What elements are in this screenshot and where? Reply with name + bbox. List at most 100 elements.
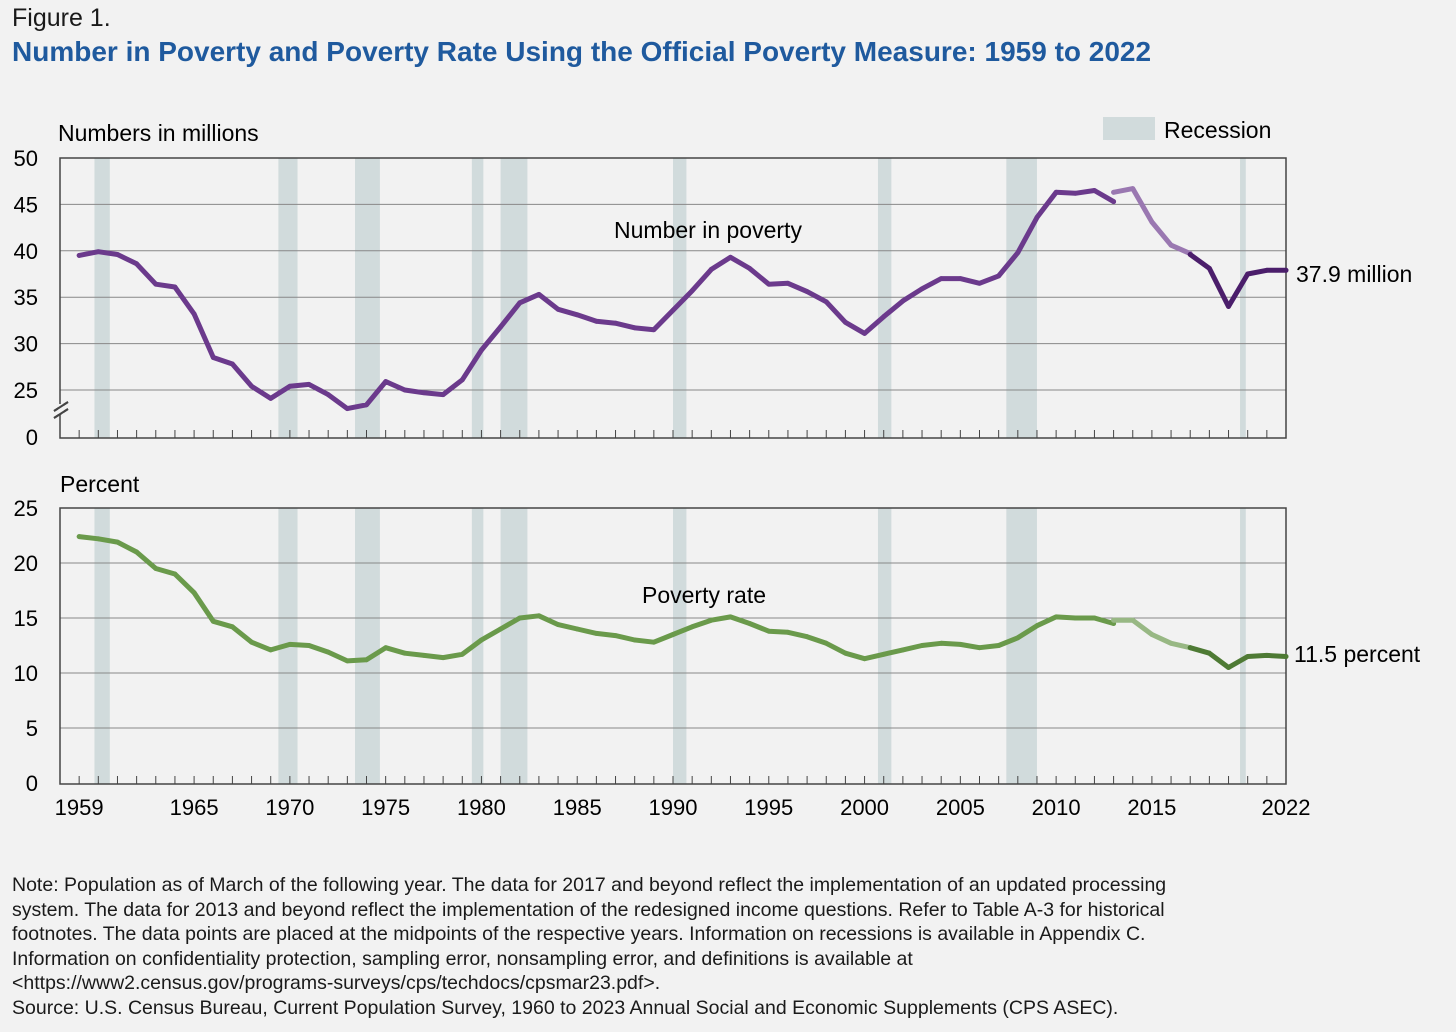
x-tick-label: 2010 bbox=[1032, 795, 1081, 820]
poverty-rate-data-point bbox=[287, 642, 293, 647]
number-in-poverty-data-point bbox=[747, 266, 753, 271]
number-in-poverty-data-point bbox=[134, 261, 140, 267]
number-in-poverty-line-segment bbox=[76, 188, 1117, 412]
number-in-poverty-data-point bbox=[1187, 252, 1193, 257]
x-tick-label: 1975 bbox=[361, 795, 410, 820]
y-tick-label: 25 bbox=[14, 496, 38, 521]
poverty-rate-data-point bbox=[593, 631, 599, 636]
poverty-rate-data-point bbox=[153, 566, 159, 571]
poverty-rate-data-point bbox=[459, 651, 465, 657]
number-in-poverty-data-point bbox=[689, 288, 695, 294]
notes: Note: Population as of March of the foll… bbox=[12, 873, 1444, 1020]
poverty-rate-data-point bbox=[1226, 665, 1231, 670]
number-in-poverty-data-point bbox=[1168, 242, 1174, 248]
y-tick-label: 25 bbox=[14, 378, 38, 403]
poverty-rate-data-point bbox=[785, 629, 791, 635]
gridlines bbox=[60, 203, 1286, 729]
poverty-rate-data-point bbox=[1130, 617, 1136, 623]
recession-band-bottom bbox=[500, 508, 528, 784]
number-in-poverty-data-point bbox=[364, 402, 369, 408]
series-label-poverty-rate: Poverty rate bbox=[642, 582, 766, 608]
poverty-rate-data-point bbox=[1168, 640, 1174, 646]
number-in-poverty-data-point bbox=[900, 298, 906, 304]
number-in-poverty-data-point bbox=[153, 281, 159, 287]
number-in-poverty-data-point bbox=[996, 273, 1002, 279]
x-tick-label: 2015 bbox=[1127, 795, 1176, 820]
x-tick-label: 1990 bbox=[649, 795, 698, 820]
poverty-rate-data-point bbox=[747, 621, 753, 626]
poverty-rate-data-point bbox=[1034, 623, 1040, 629]
x-tick-label: 1970 bbox=[265, 795, 314, 820]
number-in-poverty-data-point bbox=[1264, 267, 1270, 273]
y-tick-label: 0 bbox=[26, 425, 38, 450]
poverty-rate-data-point bbox=[1111, 617, 1116, 623]
end-label-number: 37.9 million bbox=[1296, 261, 1412, 287]
poverty-rate-data-point bbox=[670, 632, 676, 637]
note-line: footnotes. The data points are placed at… bbox=[12, 923, 1146, 945]
poverty-rate-data-point bbox=[402, 650, 408, 656]
poverty-rate-data-point bbox=[115, 539, 120, 545]
poverty-rate-data-point bbox=[1072, 615, 1078, 621]
note-line: Note: Population as of March of the foll… bbox=[12, 874, 1167, 896]
recession-band-top bbox=[500, 158, 528, 438]
y-tick-label: 45 bbox=[14, 192, 38, 217]
figure-label: Figure 1. bbox=[12, 4, 111, 32]
recession-band-top bbox=[1240, 158, 1246, 438]
poverty-rate-data-point bbox=[364, 657, 369, 663]
number-in-poverty-data-point bbox=[1149, 219, 1155, 225]
recession-band-bottom bbox=[673, 508, 687, 784]
number-in-poverty-data-point bbox=[1206, 266, 1212, 271]
poverty-rate-data-point bbox=[421, 653, 427, 658]
number-in-poverty-data-point bbox=[843, 319, 848, 325]
number-in-poverty-data-point bbox=[1283, 267, 1289, 273]
number-in-poverty-data-point bbox=[517, 300, 523, 306]
y-tick-label: 5 bbox=[26, 716, 38, 741]
number-in-poverty-data-point bbox=[632, 325, 638, 331]
poverty-rate-data-point bbox=[191, 590, 197, 596]
x-tick-label: 2005 bbox=[936, 795, 985, 820]
number-in-poverty-data-point bbox=[1111, 199, 1116, 205]
poverty-rate-data-point bbox=[651, 639, 657, 645]
series-lines bbox=[76, 186, 1289, 670]
poverty-rate-line-segment bbox=[76, 534, 1117, 664]
recession-band-top bbox=[673, 158, 687, 438]
number-in-poverty-data-point bbox=[977, 280, 982, 286]
poverty-rate-data-point bbox=[843, 650, 848, 656]
poverty-rate-data-point bbox=[536, 613, 542, 619]
source-line: Source: U.S. Census Bureau, Current Popu… bbox=[12, 996, 1119, 1019]
poverty-rate-data-point bbox=[383, 645, 389, 651]
poverty-rate-data-point bbox=[344, 658, 350, 664]
poverty-rate-data-point bbox=[728, 614, 733, 620]
number-in-poverty-data-point bbox=[574, 312, 580, 318]
recession-band-top bbox=[278, 158, 298, 438]
poverty-rate-data-point bbox=[938, 640, 944, 646]
poverty-rate-data-point bbox=[957, 642, 963, 647]
poverty-rate-data-point bbox=[823, 640, 829, 646]
top-ylabel: Numbers in millions bbox=[58, 120, 259, 146]
poverty-rate-data-point bbox=[268, 647, 274, 653]
poverty-rate-data-point bbox=[134, 549, 140, 555]
number-in-poverty-data-point bbox=[919, 286, 925, 292]
poverty-rate-data-point bbox=[1053, 614, 1059, 620]
number-in-poverty-data-point bbox=[555, 306, 561, 312]
x-tick-label: 1959 bbox=[55, 795, 104, 820]
number-in-poverty-data-point bbox=[172, 284, 178, 290]
poverty-rate-data-point bbox=[574, 626, 580, 632]
poverty-rate-data-point bbox=[325, 649, 331, 655]
number-in-poverty-data-point bbox=[76, 253, 82, 258]
number-in-poverty-data-point bbox=[498, 324, 503, 330]
number-in-poverty-line-segment bbox=[1187, 252, 1289, 309]
poverty-rate-data-point bbox=[900, 647, 906, 653]
poverty-rate-data-point bbox=[804, 634, 810, 640]
x-tick-label: 1985 bbox=[553, 795, 602, 820]
poverty-rate-data-point bbox=[689, 624, 695, 630]
number-in-poverty-data-point bbox=[402, 387, 408, 393]
recession-band-top bbox=[471, 158, 484, 438]
number-in-poverty-data-point bbox=[306, 382, 312, 387]
poverty-rate-data-point bbox=[498, 626, 503, 632]
recession-band-top bbox=[877, 158, 892, 438]
poverty-rate-data-point bbox=[1206, 650, 1212, 656]
number-in-poverty-data-point bbox=[440, 392, 446, 398]
number-in-poverty-data-point bbox=[344, 406, 350, 411]
